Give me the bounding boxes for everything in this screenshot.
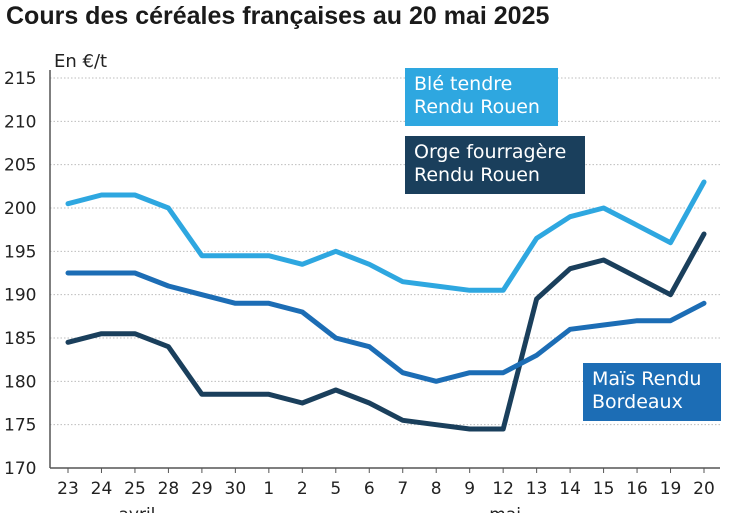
- x-tick-label: 8: [431, 479, 442, 499]
- legend-label: Rendu Rouen: [414, 164, 540, 186]
- grid-layer: [50, 77, 720, 469]
- x-tick-label: 29: [191, 479, 213, 499]
- x-tick-label: 30: [225, 479, 247, 499]
- legend-label: Blé tendre: [414, 73, 512, 95]
- x-tick-label: 23: [57, 479, 79, 499]
- x-tick-label: 24: [91, 479, 113, 499]
- series-line: [65, 231, 707, 432]
- y-tick-label: 170: [4, 459, 36, 479]
- x-tick-label: 28: [158, 479, 180, 499]
- y-tick-label: 195: [4, 242, 36, 262]
- y-tick-label: 185: [4, 329, 36, 349]
- x-month-label: mai: [489, 505, 521, 513]
- x-tick-label: 16: [626, 479, 648, 499]
- legend-label: Maïs Rendu: [592, 368, 701, 390]
- chart-title: Cours des céréales françaises au 20 mai …: [6, 2, 550, 30]
- legend-box: [405, 136, 585, 194]
- x-tick-label: 12: [492, 479, 514, 499]
- y-tick-label: 215: [4, 69, 36, 89]
- x-tick-label: 2: [297, 479, 308, 499]
- legend-label: Rendu Rouen: [414, 96, 540, 118]
- y-tick-label: 190: [4, 286, 36, 306]
- y-tick-label: 175: [4, 416, 36, 436]
- x-tick-label: 13: [526, 479, 548, 499]
- series-0: [65, 179, 707, 293]
- legend-label: Bordeaux: [592, 391, 683, 413]
- series-1: [65, 231, 707, 432]
- series-line: [65, 179, 707, 293]
- x-tick-label: 1: [263, 479, 274, 499]
- x-tick-label: 9: [464, 479, 475, 499]
- series-line: [65, 270, 707, 384]
- x-month-label: avril: [118, 505, 155, 513]
- y-tick-label: 200: [4, 199, 36, 219]
- legend-box: [583, 363, 721, 421]
- x-tick-label: 5: [330, 479, 341, 499]
- y-tick-label: 180: [4, 372, 36, 392]
- x-tick-label: 19: [660, 479, 682, 499]
- series-2: [65, 270, 707, 384]
- y-unit-label: En €/t: [54, 51, 107, 72]
- x-tick-label: 25: [124, 479, 146, 499]
- legend-label: Orge fourragère: [414, 141, 566, 163]
- legend-box: [405, 68, 558, 126]
- series-layer: [65, 179, 707, 432]
- x-tick-label: 15: [593, 479, 615, 499]
- x-tick-label: 20: [693, 479, 715, 499]
- x-tick-label: 7: [397, 479, 408, 499]
- x-tick-label: 6: [364, 479, 375, 499]
- y-tick-label: 210: [4, 112, 36, 132]
- x-tick-label: 14: [559, 479, 581, 499]
- y-tick-label: 205: [4, 156, 36, 176]
